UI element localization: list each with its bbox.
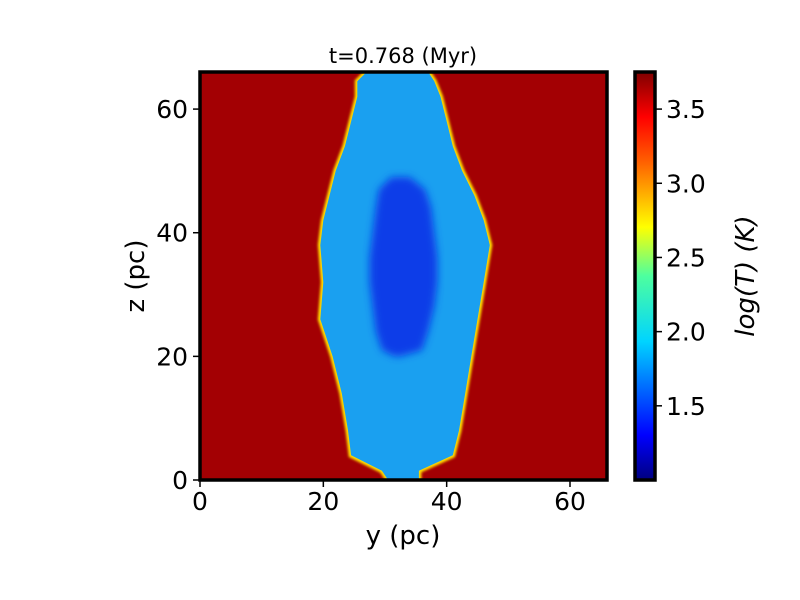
colorbar-tick-label: 1.5 — [666, 392, 706, 421]
colorbar-label: log(T) (K) — [731, 215, 761, 336]
chart-title: t=0.768 (Myr) — [329, 44, 477, 68]
colorbar-ticks: 1.5 2.0 2.5 3.0 3.5 — [655, 95, 706, 421]
colorbar-tick-label: 2.0 — [666, 318, 706, 347]
plot-frame — [198, 70, 609, 482]
y-axis-ticks: 0 20 40 60 — [156, 95, 200, 495]
colorbar-tick-label: 3.0 — [666, 169, 706, 198]
y-tick-label: 20 — [156, 342, 188, 371]
cold-cloud-core — [369, 177, 438, 357]
y-axis-label: z (pc) — [121, 240, 151, 313]
colorbar-tick-label: 2.5 — [666, 243, 706, 272]
x-axis-ticks: 0 20 40 60 — [192, 480, 586, 516]
y-tick-label: 60 — [156, 95, 188, 124]
x-tick-label: 60 — [554, 487, 586, 516]
colorbar — [633, 70, 657, 482]
x-tick-label: 20 — [307, 487, 339, 516]
y-tick-label: 0 — [172, 466, 188, 495]
x-tick-label: 40 — [431, 487, 463, 516]
heatmap-plot-area — [200, 72, 607, 480]
colorbar-tick-label: 3.5 — [666, 95, 706, 124]
x-axis-label: y (pc) — [366, 521, 441, 551]
x-tick-label: 0 — [192, 487, 208, 516]
y-tick-label: 40 — [156, 219, 188, 248]
